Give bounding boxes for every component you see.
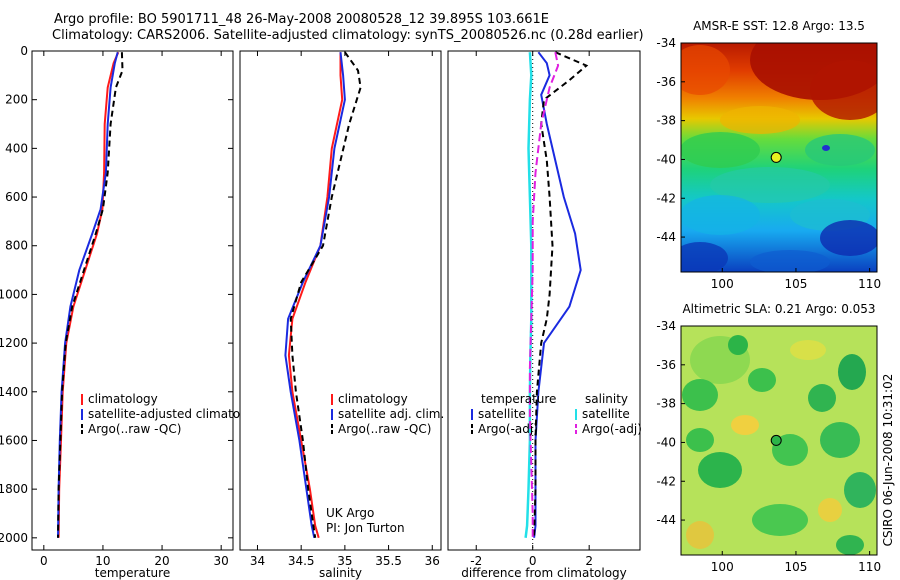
temperature-xtick-label: 10: [95, 554, 110, 568]
temperature-ytick-label: 800: [5, 239, 28, 253]
temperature-legend-label: climatology: [88, 392, 158, 406]
temperature-ytick-label: 1000: [0, 287, 28, 301]
temperature-xtick-label: 0: [40, 554, 48, 568]
sla-ytick-label: -36: [656, 358, 676, 372]
difference-legend-label: satellite: [582, 407, 630, 421]
sst-ytick-label: -42: [656, 191, 676, 205]
salinity-xtick-label: 34.5: [288, 554, 315, 568]
salinity-xtick-label: 35: [337, 554, 352, 568]
sst-map-title: AMSR-E SST: 12.8 Argo: 13.5: [693, 19, 865, 33]
salinity-xlabel: salinity: [319, 566, 362, 580]
salinity-legend-label: climatology: [338, 392, 408, 406]
temperature-ytick-label: 600: [5, 190, 28, 204]
difference-series-temperature-argo-adj-: [533, 51, 589, 538]
temperature-ytick-label: 0: [20, 44, 28, 58]
difference-xtick-label: -2: [470, 554, 482, 568]
temperature-xtick-label: 30: [214, 554, 229, 568]
salinity-legend-label: satellite adj. clim.: [338, 407, 444, 421]
salinity-series-argo-raw-qc-: [289, 51, 362, 538]
sst-xtick-label: 105: [784, 277, 807, 291]
salinity-axes-box: [239, 50, 442, 551]
sst-xtick-label: 110: [858, 277, 881, 291]
salinity-annotation: UK Argo: [326, 506, 374, 520]
sst-ytick-label: -36: [656, 75, 676, 89]
sla-map-frame: [680, 325, 878, 556]
sla-ytick-label: -44: [656, 513, 676, 527]
difference-legend-temperature-title: temperature: [481, 392, 556, 406]
temperature-ytick-label: 200: [5, 93, 28, 107]
sla-ytick-label: -38: [656, 397, 676, 411]
salinity-annotation: PI: Jon Turton: [326, 521, 405, 535]
difference-axes-box: [447, 50, 641, 551]
difference-legend-label: Argo(-adj): [582, 422, 642, 436]
sst-argo-position-marker: [770, 151, 782, 163]
temperature-series-argo-raw-qc-: [57, 52, 124, 538]
climatology-title: Climatology: CARS2006. Satellite-adjuste…: [52, 28, 644, 43]
difference-xtick-label: 2: [585, 554, 593, 568]
temperature-legend-label: Argo(..raw -QC): [88, 422, 181, 436]
sst-ytick-label: -34: [656, 36, 676, 50]
sla-map-title: Altimetric SLA: 0.21 Argo: 0.053: [682, 302, 875, 316]
difference-series-salinity-argo-adj-: [528, 51, 560, 538]
temperature-ytick-label: 1200: [0, 336, 28, 350]
salinity-xtick-label: 35.5: [375, 554, 402, 568]
difference-legend-salinity-title: salinity: [585, 392, 628, 406]
sst-map-frame: [680, 42, 878, 273]
temperature-axes-box: [31, 50, 234, 551]
sla-argo-position-marker: [770, 434, 782, 446]
salinity-xtick-label: 34: [250, 554, 265, 568]
temperature-xlabel: temperature: [95, 566, 170, 580]
difference-legend-label: satellite: [478, 407, 526, 421]
salinity-series-climatology: [287, 52, 344, 539]
difference-xtick-label: 0: [529, 554, 537, 568]
difference-xlabel: difference from climatology: [461, 566, 627, 580]
temperature-ytick-label: 1400: [0, 385, 28, 399]
sla-ytick-label: -42: [656, 474, 676, 488]
sla-xtick-label: 105: [784, 560, 807, 574]
sst-map-field: [681, 43, 877, 272]
temperature-legend-label: satellite-adjusted climatolog: [88, 407, 258, 421]
profile-title: Argo profile: BO 5901711_48 26-May-2008 …: [54, 12, 550, 27]
temperature-series-climatology: [57, 51, 120, 538]
timestamp-stamp: CSIRO 06-Jun-2008 10:31:02: [881, 374, 895, 547]
temperature-ytick-label: 1800: [0, 482, 28, 496]
sst-ytick-label: -38: [656, 114, 676, 128]
salinity-xtick-label: 36: [425, 554, 440, 568]
sla-ytick-label: -34: [656, 319, 676, 333]
temperature-ytick-label: 400: [5, 141, 28, 155]
sla-xtick-label: 100: [711, 560, 734, 574]
sla-ytick-label: -40: [656, 435, 676, 449]
temperature-series-satellite-adjusted-climatology: [57, 51, 119, 538]
difference-legend-label: Argo(-adj): [478, 422, 538, 436]
difference-series-salinity-satellite: [524, 52, 533, 538]
salinity-legend-label: Argo(..raw -QC): [338, 422, 431, 436]
sst-xtick-label: 100: [711, 277, 734, 291]
temperature-xtick-label: 20: [154, 554, 169, 568]
sst-ytick-label: -40: [656, 152, 676, 166]
sst-ytick-label: -44: [656, 230, 676, 244]
sla-xtick-label: 110: [858, 560, 881, 574]
temperature-ytick-label: 2000: [0, 531, 28, 545]
temperature-ytick-label: 1600: [0, 433, 28, 447]
